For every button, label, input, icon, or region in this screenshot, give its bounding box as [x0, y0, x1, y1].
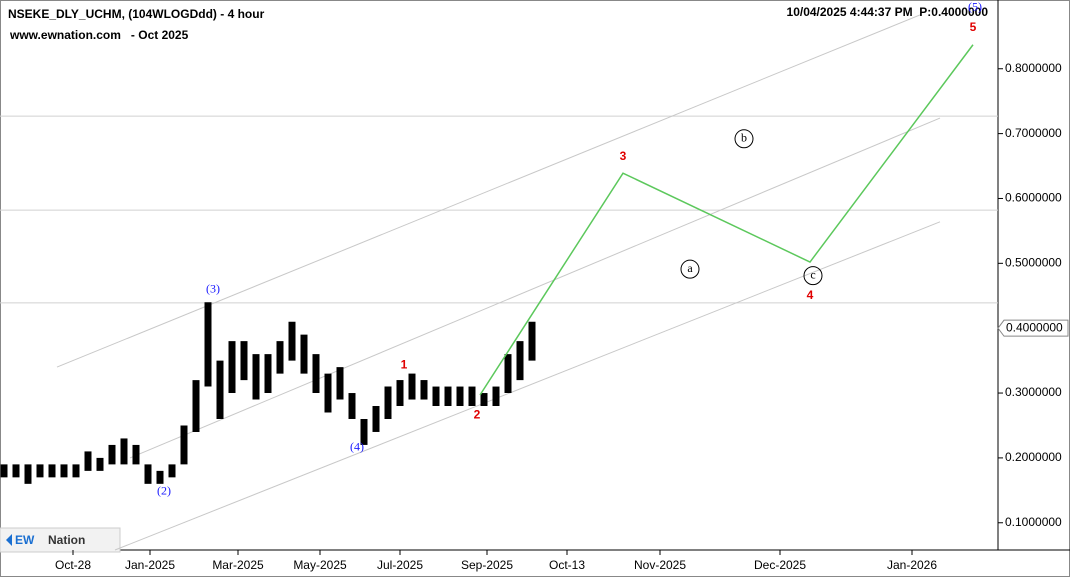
- wave-label: (5): [968, 0, 982, 14]
- wave-label: 5: [970, 20, 977, 34]
- x-tick-label: Nov-2025: [634, 558, 686, 572]
- wave-label: a: [687, 261, 693, 275]
- logo: EW Nation: [0, 527, 121, 553]
- wave-label: (4): [350, 439, 364, 453]
- y-tick-label: 0.8000000: [1005, 61, 1062, 75]
- channel-line: [56, 14, 921, 368]
- wave-label: 2: [474, 407, 481, 421]
- wave-label: b: [741, 131, 747, 145]
- logo-mark: EW: [15, 533, 35, 547]
- y-tick-label: 0.1000000: [1005, 515, 1062, 529]
- timestamp: 10/04/2025 4:44:37 PM P:0.4000000: [787, 5, 989, 19]
- wave-label: 1: [401, 357, 408, 371]
- wave-circle: [680, 259, 700, 279]
- projection-line: [479, 44, 974, 396]
- x-tick-label: Oct-13: [549, 558, 585, 572]
- x-tick-label: Jul-2025: [377, 558, 423, 572]
- wave-label: 3: [620, 149, 627, 163]
- wave-circle: [734, 129, 754, 149]
- logo-icon: [6, 534, 12, 546]
- last-price-label: 0.4000000: [1006, 320, 1063, 334]
- x-tick-label: Mar-2025: [212, 558, 264, 572]
- logo-name: Nation: [48, 533, 85, 547]
- x-tick-label: Sep-2025: [461, 558, 513, 572]
- logo-box: [0, 527, 121, 553]
- wave-circle: [803, 266, 823, 286]
- wave-label: 4: [807, 288, 814, 302]
- y-tick-label: 0.5000000: [1005, 255, 1062, 269]
- chart-title: NSEKE_DLY_UCHM, (104WLOGDdd) - 4 hour: [8, 7, 265, 21]
- y-tick-label: 0.7000000: [1005, 126, 1062, 140]
- channel-line: [114, 221, 941, 551]
- chart-subtitle: www.ewnation.com - Oct 2025: [9, 28, 189, 42]
- x-tick-label: Jan-2026: [887, 558, 937, 572]
- last-price-marker: [997, 319, 1069, 337]
- y-tick-label: 0.6000000: [1005, 191, 1062, 205]
- y-tick-label: 0.3000000: [1005, 385, 1062, 399]
- y-tick-label: 0.2000000: [1005, 450, 1062, 464]
- x-tick-label: Jan-2025: [125, 558, 175, 572]
- channel-line: [129, 117, 941, 459]
- x-tick-label: Dec-2025: [754, 558, 806, 572]
- x-tick-label: Oct-28: [55, 558, 91, 572]
- wave-label: (3): [206, 282, 220, 296]
- wave-label: (2): [157, 483, 171, 497]
- x-tick-label: May-2025: [293, 558, 347, 572]
- wave-label: c: [810, 267, 815, 281]
